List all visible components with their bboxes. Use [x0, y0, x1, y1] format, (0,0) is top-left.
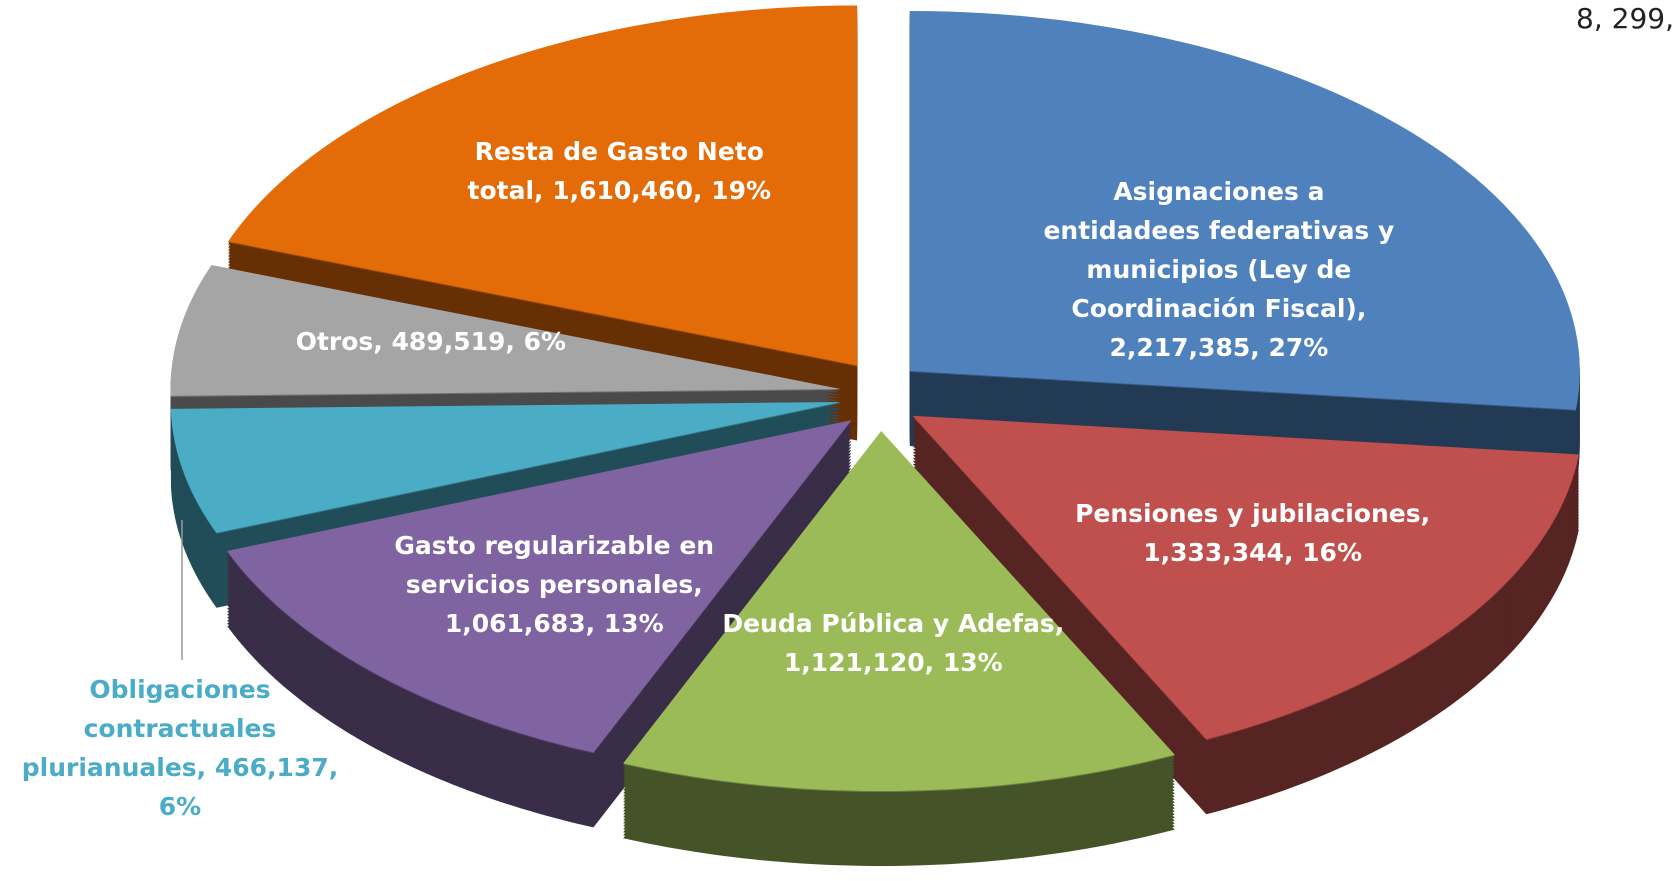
- slice: [227, 420, 852, 753]
- data-label: Obligaciones contractuales plurianuales,…: [21, 675, 339, 821]
- total-label: 8, 299,: [1576, 2, 1674, 35]
- data-label: Otros, 489,519, 6%: [295, 327, 567, 357]
- slice: [623, 430, 1175, 791]
- data-label: Resta de Gasto Neto total, 1,610,460, 19…: [467, 137, 772, 206]
- slice: [228, 5, 858, 366]
- data-label: Asignaciones a entidadees federativas y …: [1043, 176, 1395, 362]
- slice: [170, 265, 841, 396]
- slice: [909, 10, 1580, 410]
- data-label: Deuda Pública y Adefas, 1,121,120, 13%: [722, 609, 1065, 678]
- slice: [912, 415, 1579, 740]
- data-label: Gasto regularizable en servicios persona…: [394, 531, 715, 639]
- slice: [170, 401, 841, 533]
- data-label: Pensiones y jubilaciones, 1,333,344, 16%: [1075, 499, 1431, 568]
